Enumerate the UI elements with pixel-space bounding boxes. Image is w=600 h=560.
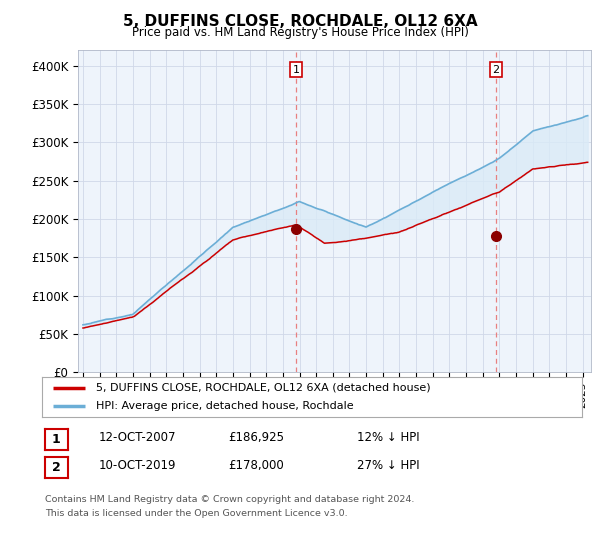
Text: 5, DUFFINS CLOSE, ROCHDALE, OL12 6XA: 5, DUFFINS CLOSE, ROCHDALE, OL12 6XA	[122, 14, 478, 29]
Text: 27% ↓ HPI: 27% ↓ HPI	[357, 459, 419, 473]
Text: 2: 2	[493, 64, 499, 74]
Text: Contains HM Land Registry data © Crown copyright and database right 2024.: Contains HM Land Registry data © Crown c…	[45, 495, 415, 504]
Text: 12% ↓ HPI: 12% ↓ HPI	[357, 431, 419, 445]
Text: This data is licensed under the Open Government Licence v3.0.: This data is licensed under the Open Gov…	[45, 509, 347, 518]
Text: 2: 2	[52, 461, 61, 474]
Text: 1: 1	[293, 64, 299, 74]
Text: Price paid vs. HM Land Registry's House Price Index (HPI): Price paid vs. HM Land Registry's House …	[131, 26, 469, 39]
Text: £178,000: £178,000	[228, 459, 284, 473]
Text: 5, DUFFINS CLOSE, ROCHDALE, OL12 6XA (detached house): 5, DUFFINS CLOSE, ROCHDALE, OL12 6XA (de…	[96, 383, 431, 393]
Text: HPI: Average price, detached house, Rochdale: HPI: Average price, detached house, Roch…	[96, 402, 353, 411]
Text: 1: 1	[52, 433, 61, 446]
Text: £186,925: £186,925	[228, 431, 284, 445]
Text: 12-OCT-2007: 12-OCT-2007	[99, 431, 176, 445]
Text: 10-OCT-2019: 10-OCT-2019	[99, 459, 176, 473]
